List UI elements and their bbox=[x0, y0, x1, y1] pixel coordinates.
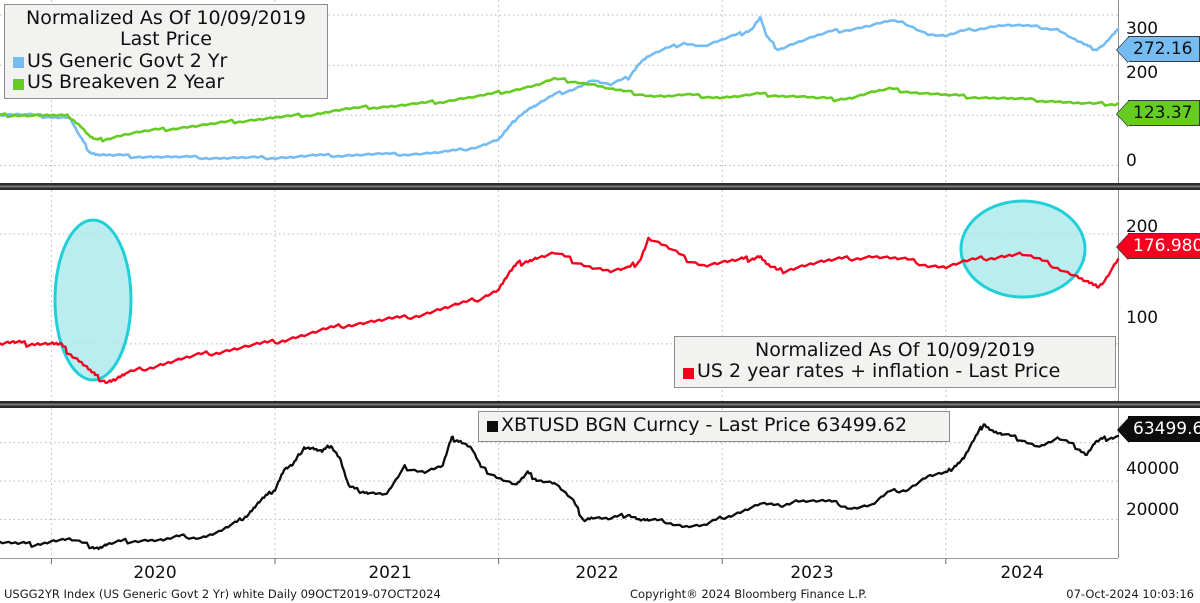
value-tag-text: 63499.62 bbox=[1133, 418, 1200, 439]
legend-entry-us-generic-govt-2yr[interactable]: US Generic Govt 2 Yr bbox=[13, 49, 319, 73]
legend-title-line1: Normalized As Of 10/09/2019 bbox=[755, 339, 1035, 361]
value-tag-us-2y-rates-plus-inflation[interactable]: 176.9808 bbox=[1128, 233, 1200, 259]
footer-copyright: Copyright® 2024 Bloomberg Finance L.P. bbox=[630, 587, 867, 601]
legend-entry-us-breakeven-2yr[interactable]: US Breakeven 2 Year bbox=[13, 72, 319, 94]
footer-left-text: USGG2YR Index (US Generic Govt 2 Yr) whi… bbox=[4, 587, 441, 601]
x-axis: 2020 2021 2022 2023 2024 bbox=[0, 558, 1200, 583]
panel-separator-1 bbox=[0, 183, 1200, 190]
value-tag-xbtusd[interactable]: 63499.62 bbox=[1116, 416, 1200, 443]
legend-panel-3[interactable]: XBTUSD BGN Curncy - Last Price 63499.62 bbox=[478, 411, 950, 442]
panel-3-plot bbox=[0, 408, 1120, 558]
panel-1-plot bbox=[0, 0, 1120, 183]
y-tick-label-40000: 40000 bbox=[1126, 459, 1180, 479]
panel-separator-2 bbox=[0, 401, 1200, 408]
legend-panel-2[interactable]: Normalized As Of 10/09/2019 US 2 year ra… bbox=[674, 336, 1116, 389]
legend-swatch-icon bbox=[13, 78, 24, 90]
y-tick-label-0: 0 bbox=[1126, 151, 1137, 171]
legend-panel-1[interactable]: Normalized As Of 10/09/2019 Last Price U… bbox=[4, 4, 328, 100]
legend-swatch-icon bbox=[487, 421, 498, 433]
x-axis-label-2021: 2021 bbox=[368, 563, 412, 583]
x-axis-label-2022: 2022 bbox=[575, 563, 619, 583]
legend-title-line1: Normalized As Of 10/09/2019 bbox=[26, 7, 306, 29]
x-axis-label-2023: 2023 bbox=[790, 563, 834, 583]
value-tag-text: 176.9808 bbox=[1133, 235, 1200, 256]
legend-swatch-icon bbox=[683, 367, 694, 379]
legend-entry-us-2y-rates-plus-inflation[interactable]: US 2 year rates + inflation - Last Price bbox=[683, 360, 1107, 383]
panel-2-plot bbox=[0, 190, 1120, 401]
y-tick-label-300: 300 bbox=[1126, 19, 1158, 39]
y-tick-label-100: 100 bbox=[1126, 308, 1158, 328]
value-tag-text: 272.16 bbox=[1133, 38, 1193, 59]
legend-title-line2: Last Price bbox=[120, 28, 212, 51]
footer-status-bar: USGG2YR Index (US Generic Govt 2 Yr) whi… bbox=[0, 583, 1200, 603]
panel-normalized-rates: Normalized As Of 10/09/2019 Last Price U… bbox=[0, 0, 1200, 183]
y-tick-label-200: 200 bbox=[1126, 63, 1158, 83]
x-axis-label-2020: 2020 bbox=[133, 563, 177, 583]
footer-timestamp: 07-Oct-2024 10:03:16 bbox=[1066, 587, 1194, 601]
x-axis-label-2024: 2024 bbox=[1000, 563, 1044, 583]
legend-entry-label: US 2 year rates + inflation - Last Price bbox=[697, 360, 1061, 383]
value-tag-text: 123.37 bbox=[1133, 102, 1193, 123]
value-tag-us-breakeven-2yr[interactable]: 123.37 bbox=[1128, 100, 1200, 126]
x-axis-ticks bbox=[0, 558, 1118, 564]
panel-rates-plus-inflation: Normalized As Of 10/09/2019 US 2 year ra… bbox=[0, 190, 1200, 401]
legend-entry-label: US Generic Govt 2 Yr bbox=[27, 49, 228, 72]
legend-entry-label: US Breakeven 2 Year bbox=[27, 71, 225, 94]
legend-swatch-icon bbox=[13, 56, 24, 68]
panel-bitcoin: XBTUSD BGN Curncy - Last Price 63499.62 … bbox=[0, 408, 1200, 558]
value-tag-us-generic-govt-2yr[interactable]: 272.16 bbox=[1128, 36, 1200, 62]
legend-entry-xbtusd[interactable]: XBTUSD BGN Curncy - Last Price 63499.62 bbox=[487, 414, 941, 437]
legend-entry-label: XBTUSD BGN Curncy - Last Price 63499.62 bbox=[501, 414, 908, 436]
y-tick-label-20000: 20000 bbox=[1126, 500, 1180, 520]
y-tick-label-200: 200 bbox=[1126, 217, 1158, 237]
